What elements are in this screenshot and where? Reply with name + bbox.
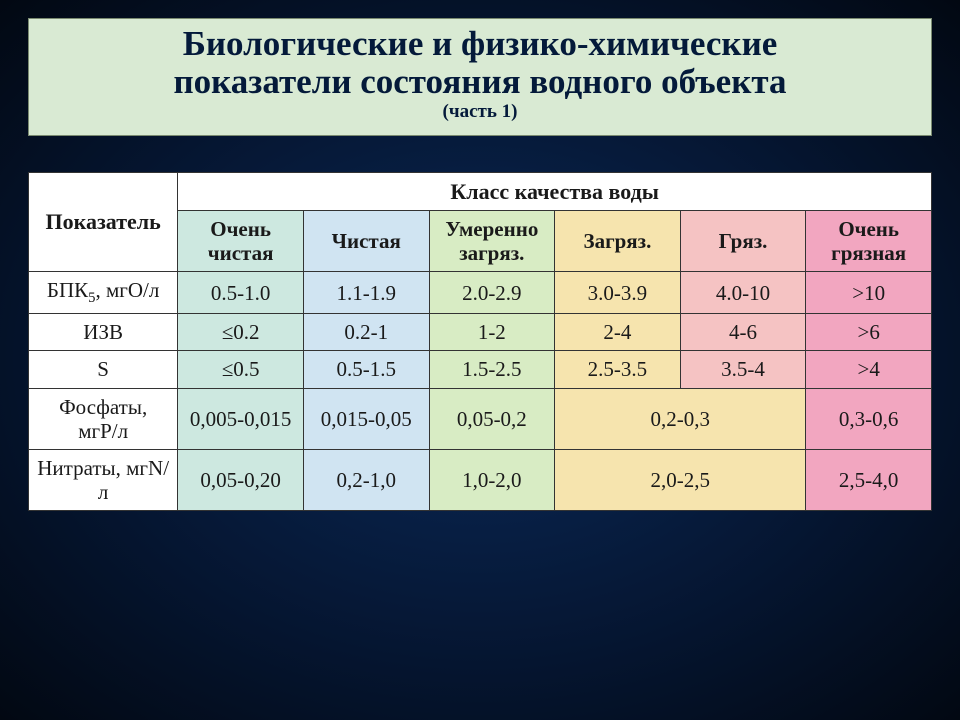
col-clean: Чистая (303, 210, 429, 271)
table-row: S ≤0.5 0.5-1.5 1.5-2.5 2.5-3.5 3.5-4 >4 (29, 351, 932, 388)
cell: 4-6 (680, 314, 806, 351)
title-subtitle: (часть 1) (39, 101, 921, 123)
cell: 0,05-0,2 (429, 388, 555, 449)
table-row: ИЗВ ≤0.2 0.2-1 1-2 2-4 4-6 >6 (29, 314, 932, 351)
cell: 0,005-0,015 (178, 388, 304, 449)
cell-merged: 2,0-2,5 (555, 449, 806, 510)
cell: 2.0-2.9 (429, 272, 555, 314)
row-indicator-phosphates: Фосфаты, мгР/л (29, 388, 178, 449)
cell: ≤0.5 (178, 351, 304, 388)
cell: 0.5-1.5 (303, 351, 429, 388)
water-quality-table: Показатель Класс качества воды Очень чис… (28, 172, 932, 512)
col-dirty: Гряз. (680, 210, 806, 271)
cell-merged: 0,2-0,3 (555, 388, 806, 449)
cell: 2-4 (555, 314, 681, 351)
cell: 3.5-4 (680, 351, 806, 388)
cell: 0,015-0,05 (303, 388, 429, 449)
header-indicator: Показатель (29, 172, 178, 272)
cell: >10 (806, 272, 932, 314)
col-very-clean: Очень чистая (178, 210, 304, 271)
title-line-1: Биологические и физико-химические (183, 24, 778, 63)
title-block: Биологические и физико-химические показа… (28, 18, 932, 136)
cell: >6 (806, 314, 932, 351)
page-title: Биологические и физико-химические показа… (39, 25, 921, 101)
cell: ≤0.2 (178, 314, 304, 351)
col-moderate: Умеренно загряз. (429, 210, 555, 271)
cell: >4 (806, 351, 932, 388)
cell: 2.5-3.5 (555, 351, 681, 388)
col-polluted: Загряз. (555, 210, 681, 271)
cell: 0,3-0,6 (806, 388, 932, 449)
cell: 1,0-2,0 (429, 449, 555, 510)
row-indicator-izv: ИЗВ (29, 314, 178, 351)
cell: 1.1-1.9 (303, 272, 429, 314)
table-row: Нитраты, мгN/л 0,05-0,20 0,2-1,0 1,0-2,0… (29, 449, 932, 510)
cell: 0,2-1,0 (303, 449, 429, 510)
cell: 3.0-3.9 (555, 272, 681, 314)
header-quality-class: Класс качества воды (178, 172, 932, 210)
col-very-dirty: Очень грязная (806, 210, 932, 271)
row-indicator-nitrates: Нитраты, мгN/л (29, 449, 178, 510)
cell: 1.5-2.5 (429, 351, 555, 388)
cell: 2,5-4,0 (806, 449, 932, 510)
row-indicator-s: S (29, 351, 178, 388)
table-row: БПК5, мгО/л 0.5-1.0 1.1-1.9 2.0-2.9 3.0-… (29, 272, 932, 314)
cell: 0.2-1 (303, 314, 429, 351)
table-container: Показатель Класс качества воды Очень чис… (28, 172, 932, 512)
title-line-2: показатели состояния водного объекта (174, 62, 787, 101)
cell: 0,05-0,20 (178, 449, 304, 510)
table-row: Фосфаты, мгР/л 0,005-0,015 0,015-0,05 0,… (29, 388, 932, 449)
row-indicator-bpk5: БПК5, мгО/л (29, 272, 178, 314)
cell: 0.5-1.0 (178, 272, 304, 314)
cell: 1-2 (429, 314, 555, 351)
cell: 4.0-10 (680, 272, 806, 314)
table-header-row-1: Показатель Класс качества воды (29, 172, 932, 210)
